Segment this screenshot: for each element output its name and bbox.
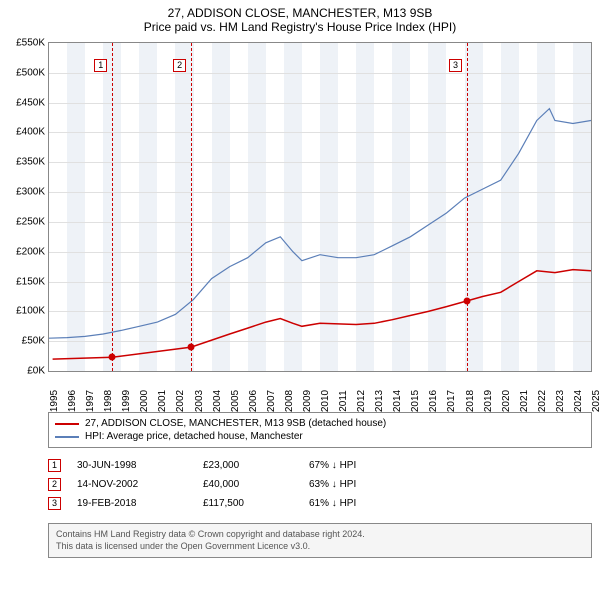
- x-tick-label: 2000: [139, 390, 150, 412]
- x-tick-label: 2013: [374, 390, 385, 412]
- chart-lines: [49, 43, 591, 371]
- legend-text: 27, ADDISON CLOSE, MANCHESTER, M13 9SB (…: [85, 418, 386, 429]
- sale-table: 1 30-JUN-1998 £23,000 67% ↓ HPI 2 14-NOV-2002…: [48, 456, 592, 513]
- legend-text: HPI: Average price, detached house, Manc…: [85, 431, 303, 442]
- marker-label: 3: [449, 59, 462, 72]
- attribution-line: Contains HM Land Registry data © Crown c…: [56, 529, 584, 541]
- x-tick-label: 2008: [284, 390, 295, 412]
- x-tick-label: 2017: [446, 390, 457, 412]
- chart-title: 27, ADDISON CLOSE, MANCHESTER, M13 9SB: [0, 6, 600, 20]
- sale-delta: 67% ↓ HPI: [309, 460, 356, 471]
- page: 27, ADDISON CLOSE, MANCHESTER, M13 9SB P…: [0, 0, 600, 590]
- attribution: Contains HM Land Registry data © Crown c…: [48, 523, 592, 558]
- y-tick-label: £550K: [16, 38, 45, 49]
- x-tick-label: 1998: [103, 390, 114, 412]
- series-price_paid: [53, 270, 591, 360]
- x-tick-label: 1999: [121, 390, 132, 412]
- x-tick-label: 2016: [428, 390, 439, 412]
- sale-price: £117,500: [203, 498, 293, 509]
- y-tick-label: £400K: [16, 127, 45, 138]
- x-tick-label: 2005: [230, 390, 241, 412]
- chart-area: £0K£50K£100K£150K£200K£250K£300K£350K£40…: [48, 42, 592, 372]
- sale-date: 19-FEB-2018: [77, 498, 187, 509]
- chart-subtitle: Price paid vs. HM Land Registry's House …: [0, 20, 600, 34]
- x-tick-label: 2019: [483, 390, 494, 412]
- attribution-line: This data is licensed under the Open Gov…: [56, 541, 584, 553]
- x-tick-label: 2021: [519, 390, 530, 412]
- sale-row: 2 14-NOV-2002 £40,000 63% ↓ HPI: [48, 475, 592, 494]
- title-block: 27, ADDISON CLOSE, MANCHESTER, M13 9SB P…: [0, 0, 600, 38]
- sale-delta: 61% ↓ HPI: [309, 498, 356, 509]
- x-tick-label: 1995: [49, 390, 60, 412]
- legend-item: 27, ADDISON CLOSE, MANCHESTER, M13 9SB (…: [55, 417, 585, 430]
- sale-row: 3 19-FEB-2018 £117,500 61% ↓ HPI: [48, 494, 592, 513]
- marker-dot: [464, 297, 471, 304]
- x-tick-label: 2006: [248, 390, 259, 412]
- sale-row: 1 30-JUN-1998 £23,000 67% ↓ HPI: [48, 456, 592, 475]
- sale-price: £40,000: [203, 479, 293, 490]
- marker-dot: [109, 354, 116, 361]
- x-tick-label: 2015: [410, 390, 421, 412]
- x-tick-label: 2014: [392, 390, 403, 412]
- x-tick-label: 2020: [501, 390, 512, 412]
- x-tick-label: 2007: [266, 390, 277, 412]
- legend-swatch: [55, 423, 79, 425]
- x-tick-label: 2011: [338, 390, 349, 412]
- x-tick-label: 2012: [356, 390, 367, 412]
- x-tick-label: 2001: [157, 390, 168, 412]
- x-tick-label: 2009: [302, 390, 313, 412]
- y-tick-label: £0K: [27, 366, 45, 377]
- x-tick-label: 2002: [175, 390, 186, 412]
- x-tick-label: 1996: [67, 390, 78, 412]
- y-tick-label: £150K: [16, 276, 45, 287]
- y-tick-label: £50K: [22, 336, 45, 347]
- sale-marker-num: 2: [48, 478, 61, 491]
- legend: 27, ADDISON CLOSE, MANCHESTER, M13 9SB (…: [48, 412, 592, 448]
- y-tick-label: £250K: [16, 216, 45, 227]
- sale-price: £23,000: [203, 460, 293, 471]
- marker-label: 2: [173, 59, 186, 72]
- y-tick-label: £350K: [16, 157, 45, 168]
- sale-marker-num: 3: [48, 497, 61, 510]
- sale-date: 30-JUN-1998: [77, 460, 187, 471]
- x-tick-label: 2004: [212, 390, 223, 412]
- y-axis-labels: £0K£50K£100K£150K£200K£250K£300K£350K£40…: [3, 43, 47, 371]
- x-tick-label: 2025: [591, 390, 600, 412]
- legend-item: HPI: Average price, detached house, Manc…: [55, 430, 585, 443]
- y-tick-label: £300K: [16, 187, 45, 198]
- legend-swatch: [55, 436, 79, 438]
- series-hpi: [49, 109, 591, 339]
- y-tick-label: £200K: [16, 246, 45, 257]
- x-tick-label: 2003: [194, 390, 205, 412]
- y-tick-label: £450K: [16, 97, 45, 108]
- x-tick-label: 1997: [85, 390, 96, 412]
- y-tick-label: £100K: [16, 306, 45, 317]
- marker-dot: [188, 344, 195, 351]
- x-axis-labels: 1995199619971998199920002001200220032004…: [49, 373, 591, 403]
- sale-marker-num: 1: [48, 459, 61, 472]
- y-tick-label: £500K: [16, 67, 45, 78]
- x-tick-label: 2023: [555, 390, 566, 412]
- x-tick-label: 2022: [537, 390, 548, 412]
- sale-date: 14-NOV-2002: [77, 479, 187, 490]
- x-tick-label: 2018: [465, 390, 476, 412]
- marker-label: 1: [94, 59, 107, 72]
- x-tick-label: 2010: [320, 390, 331, 412]
- sale-delta: 63% ↓ HPI: [309, 479, 356, 490]
- x-tick-label: 2024: [573, 390, 584, 412]
